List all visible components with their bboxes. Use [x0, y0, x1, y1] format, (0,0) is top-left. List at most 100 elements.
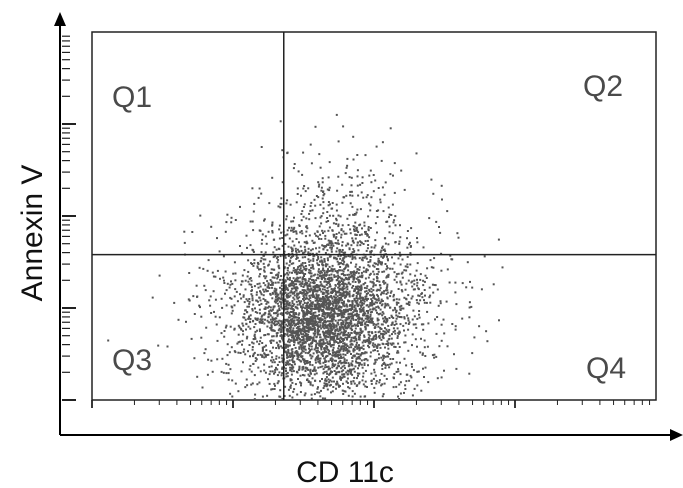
scatter-point [268, 310, 271, 313]
scatter-point [281, 149, 284, 152]
scatter-point [358, 357, 361, 360]
scatter-point [329, 303, 331, 305]
scatter-point [341, 183, 344, 186]
plot-frame [91, 31, 657, 401]
scatter-point [465, 286, 468, 289]
scatter-point [295, 316, 298, 319]
scatter-point [326, 308, 329, 311]
scatter-point [373, 391, 376, 394]
scatter-point [352, 315, 354, 318]
scatter-point [353, 370, 356, 373]
scatter-point [248, 305, 250, 308]
scatter-point [313, 366, 316, 369]
scatter-point [367, 333, 370, 336]
scatter-point [230, 280, 232, 283]
scatter-point [343, 375, 346, 378]
scatter-point [273, 382, 276, 385]
scatter-point [242, 350, 245, 353]
scatter-point [259, 330, 261, 333]
scatter-point [290, 334, 293, 337]
scatter-point [345, 166, 348, 169]
scatter-point [355, 343, 358, 346]
scatter-point [403, 341, 406, 344]
scatter-point [261, 395, 264, 398]
scatter-point [320, 348, 323, 351]
scatter-point [286, 229, 289, 232]
scatter-point [408, 243, 411, 246]
scatter-point [276, 332, 279, 334]
scatter-point [340, 250, 343, 253]
scatter-point [216, 269, 219, 272]
scatter-point [370, 321, 373, 324]
scatter-point [246, 299, 249, 302]
scatter-point [296, 292, 299, 295]
scatter-point [373, 297, 376, 300]
scatter-point [289, 259, 292, 262]
scatter-point [312, 257, 315, 260]
scatter-point [409, 374, 412, 377]
scatter-point [291, 249, 294, 252]
scatter-point [302, 350, 305, 353]
scatter-point [379, 312, 382, 315]
scatter-point [357, 272, 360, 275]
scatter-point [292, 220, 295, 223]
scatter-point [386, 330, 389, 333]
scatter-point [305, 225, 308, 228]
scatter-point [385, 321, 387, 324]
scatter-point [299, 231, 302, 234]
scatter-point [338, 269, 340, 272]
scatter-point [372, 349, 375, 352]
scatter-point [407, 328, 410, 331]
scatter-point [366, 285, 369, 288]
scatter-point [391, 267, 394, 270]
scatter-point [344, 343, 347, 346]
scatter-point [415, 299, 418, 301]
scatter-point [369, 355, 372, 358]
scatter-point [321, 352, 324, 355]
scatter-point [288, 285, 291, 288]
scatter-point [292, 228, 295, 230]
scatter-point [378, 381, 381, 384]
scatter-point [339, 348, 342, 351]
scatter-point [362, 302, 365, 305]
scatter-point [399, 263, 402, 266]
scatter-point [311, 325, 314, 327]
scatter-point [273, 318, 276, 321]
scatter-point [372, 296, 375, 299]
scatter-point [285, 370, 287, 372]
scatter-point [277, 265, 280, 268]
scatter-point [346, 321, 349, 324]
scatter-point [377, 268, 380, 271]
scatter-point [395, 311, 398, 314]
scatter-point [216, 237, 218, 240]
scatter-point [290, 355, 293, 358]
scatter-point [234, 219, 237, 221]
scatter-point [323, 321, 326, 324]
scatter-point [278, 324, 281, 327]
scatter-point [268, 365, 271, 368]
scatter-point [302, 303, 305, 306]
scatter-point [337, 223, 340, 226]
scatter-point [269, 314, 272, 317]
scatter-point [423, 289, 426, 291]
scatter-point [381, 364, 383, 367]
scatter-point [314, 311, 317, 314]
scatter-point [318, 325, 321, 328]
scatter-point [277, 344, 280, 347]
scatter-point [276, 313, 279, 316]
scatter-point [314, 332, 317, 335]
scatter-point [306, 227, 309, 230]
scatter-point [306, 311, 308, 314]
scatter-point [349, 308, 352, 311]
scatter-point [344, 322, 347, 325]
scatter-point [286, 320, 289, 322]
scatter-point [338, 289, 341, 292]
scatter-point [311, 302, 314, 305]
scatter-point [347, 299, 350, 302]
scatter-point [204, 348, 207, 351]
scatter-point [319, 260, 322, 263]
scatter-point [360, 191, 363, 194]
scatter-point [310, 201, 313, 204]
scatter-point [271, 308, 274, 311]
scatter-point [377, 299, 380, 302]
